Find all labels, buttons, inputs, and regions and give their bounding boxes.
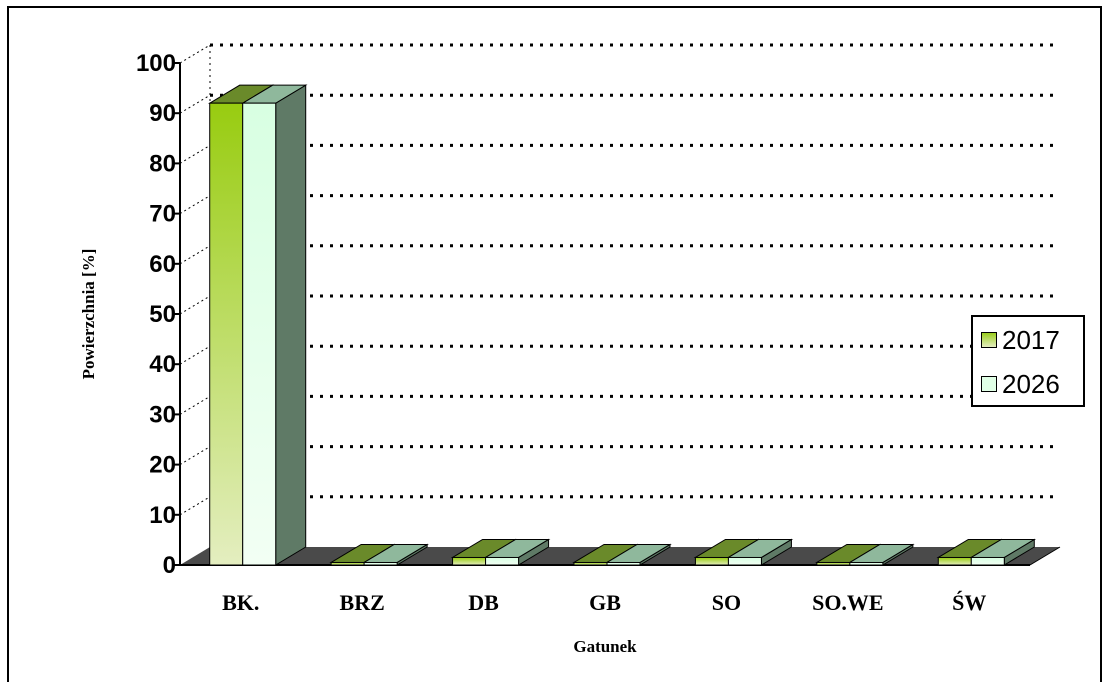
y-tick-label-10: 10 (149, 502, 176, 529)
x-tick-label-SO.WE: SO.WE (812, 590, 884, 615)
y-tick-label-40: 40 (149, 351, 176, 378)
x-tick-label-DB: DB (468, 590, 499, 615)
bar-side-2026-BK. (275, 84, 307, 566)
bar-2026-SO (727, 556, 762, 566)
bar-2026-BK. (242, 102, 277, 566)
legend-item-2026: 2026 (981, 369, 1060, 399)
legend-item-2017: 2017 (981, 325, 1060, 355)
grid-diag-20 (179, 446, 211, 466)
y-tick-label-80: 80 (149, 150, 176, 177)
grid-diag-60 (179, 245, 211, 265)
x-tick-label-BRZ: BRZ (340, 590, 385, 615)
bar-2017-DB (452, 556, 487, 566)
x-axis-title: Gatunek (573, 637, 637, 656)
grid-diag-30 (179, 395, 211, 415)
floor-right-edge (1029, 546, 1061, 566)
y-tick-label-30: 30 (149, 401, 176, 428)
y-tick-label-90: 90 (149, 100, 176, 127)
bar-2026-ŚW (970, 556, 1005, 566)
bar-2026-SO.WE (849, 561, 884, 566)
bar-2026-DB (485, 556, 520, 566)
chart-frame (7, 6, 1102, 682)
grid-diag-40 (179, 345, 211, 365)
y-tick-label-50: 50 (149, 301, 176, 328)
legend-label-2017: 2017 (1002, 325, 1060, 355)
bar-2026-GB (606, 561, 641, 566)
grid-diag-100 (179, 44, 211, 64)
x-tick-label-ŚW: ŚW (952, 590, 986, 615)
legend: 2017 2026 (971, 315, 1085, 407)
grid-diag-70 (179, 195, 211, 215)
grid-diag-80 (179, 144, 211, 164)
y-tick-label-70: 70 (149, 201, 176, 228)
grid-diag-50 (179, 295, 211, 315)
legend-label-2026: 2026 (1002, 369, 1060, 399)
grid-diag-10 (179, 496, 211, 516)
legend-swatch-2026 (981, 376, 997, 392)
y-tick-label-60: 60 (149, 251, 176, 278)
bar-2026-BRZ (363, 561, 398, 566)
y-axis-title: Powierzchnia [%] (79, 249, 98, 380)
bar-2017-SO.WE (816, 561, 851, 566)
bar-2017-BK. (209, 102, 244, 566)
x-tick-label-SO: SO (712, 590, 741, 615)
y-tick-label-100: 100 (136, 50, 176, 77)
bar-2017-ŚW (937, 556, 972, 566)
bar-2017-SO (694, 556, 729, 566)
x-tick-label-BK.: BK. (222, 590, 259, 615)
grid-diag-90 (179, 94, 211, 114)
bar-2017-BRZ (330, 561, 365, 566)
y-tick-label-0: 0 (163, 552, 176, 579)
bar-2017-GB (573, 561, 608, 566)
x-tick-label-GB: GB (589, 590, 621, 615)
legend-swatch-2017 (981, 332, 997, 348)
y-tick-label-20: 20 (149, 452, 176, 479)
